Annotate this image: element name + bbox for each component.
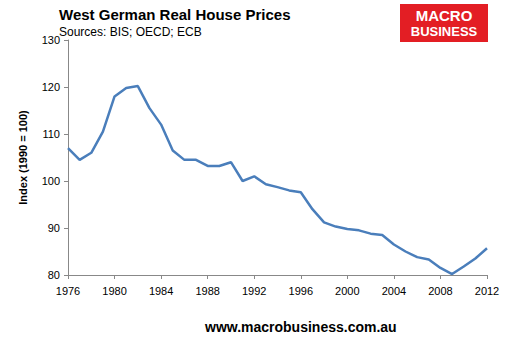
svg-text:130: 130 [42, 34, 60, 46]
svg-text:1980: 1980 [102, 285, 126, 297]
svg-text:1996: 1996 [289, 285, 313, 297]
svg-text:Index (1990 = 100): Index (1990 = 100) [17, 110, 29, 205]
svg-text:1984: 1984 [149, 285, 173, 297]
svg-text:2012: 2012 [475, 285, 499, 297]
svg-text:1992: 1992 [242, 285, 266, 297]
svg-text:2004: 2004 [382, 285, 406, 297]
svg-text:120: 120 [42, 81, 60, 93]
svg-text:90: 90 [48, 222, 60, 234]
svg-text:1988: 1988 [195, 285, 219, 297]
svg-text:www.macrobusiness.com.au: www.macrobusiness.com.au [204, 319, 397, 335]
svg-text:BUSINESS: BUSINESS [411, 24, 478, 39]
svg-text:2008: 2008 [428, 285, 452, 297]
svg-text:1976: 1976 [56, 285, 80, 297]
svg-text:80: 80 [48, 269, 60, 281]
svg-text:100: 100 [42, 175, 60, 187]
svg-text:2000: 2000 [335, 285, 359, 297]
svg-text:West German Real House Prices: West German Real House Prices [59, 6, 291, 23]
svg-text:Sources: BIS; OECD; ECB: Sources: BIS; OECD; ECB [59, 25, 202, 39]
svg-text:MACRO: MACRO [416, 7, 473, 24]
svg-text:110: 110 [42, 128, 60, 140]
